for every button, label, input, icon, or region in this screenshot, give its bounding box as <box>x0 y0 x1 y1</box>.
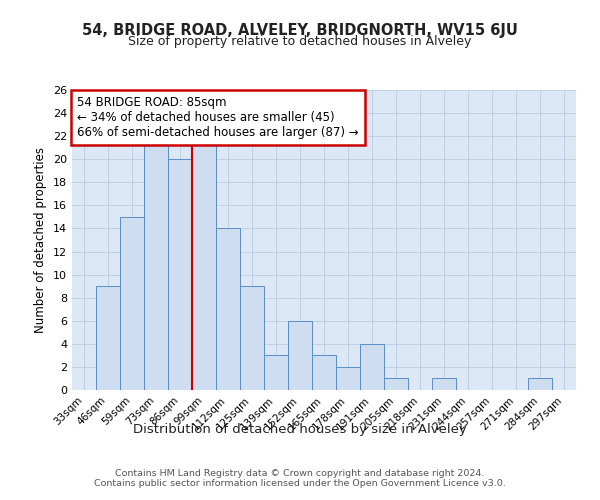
Bar <box>120 217 144 390</box>
Bar <box>168 159 192 390</box>
Text: 54 BRIDGE ROAD: 85sqm
← 34% of detached houses are smaller (45)
66% of semi-deta: 54 BRIDGE ROAD: 85sqm ← 34% of detached … <box>77 96 359 139</box>
Bar <box>264 356 288 390</box>
Bar <box>240 286 264 390</box>
Bar <box>288 321 312 390</box>
Text: 54, BRIDGE ROAD, ALVELEY, BRIDGNORTH, WV15 6JU: 54, BRIDGE ROAD, ALVELEY, BRIDGNORTH, WV… <box>82 22 518 38</box>
Y-axis label: Number of detached properties: Number of detached properties <box>34 147 47 333</box>
Text: Contains public sector information licensed under the Open Government Licence v3: Contains public sector information licen… <box>94 479 506 488</box>
Bar <box>432 378 456 390</box>
Bar <box>96 286 120 390</box>
Bar <box>336 367 360 390</box>
Text: Contains HM Land Registry data © Crown copyright and database right 2024.: Contains HM Land Registry data © Crown c… <box>115 469 485 478</box>
Bar <box>192 136 216 390</box>
Text: Distribution of detached houses by size in Alveley: Distribution of detached houses by size … <box>133 422 467 436</box>
Bar <box>528 378 552 390</box>
Bar <box>384 378 408 390</box>
Text: Size of property relative to detached houses in Alveley: Size of property relative to detached ho… <box>128 35 472 48</box>
Bar <box>312 356 336 390</box>
Bar <box>144 136 168 390</box>
Bar <box>216 228 240 390</box>
Bar <box>360 344 384 390</box>
